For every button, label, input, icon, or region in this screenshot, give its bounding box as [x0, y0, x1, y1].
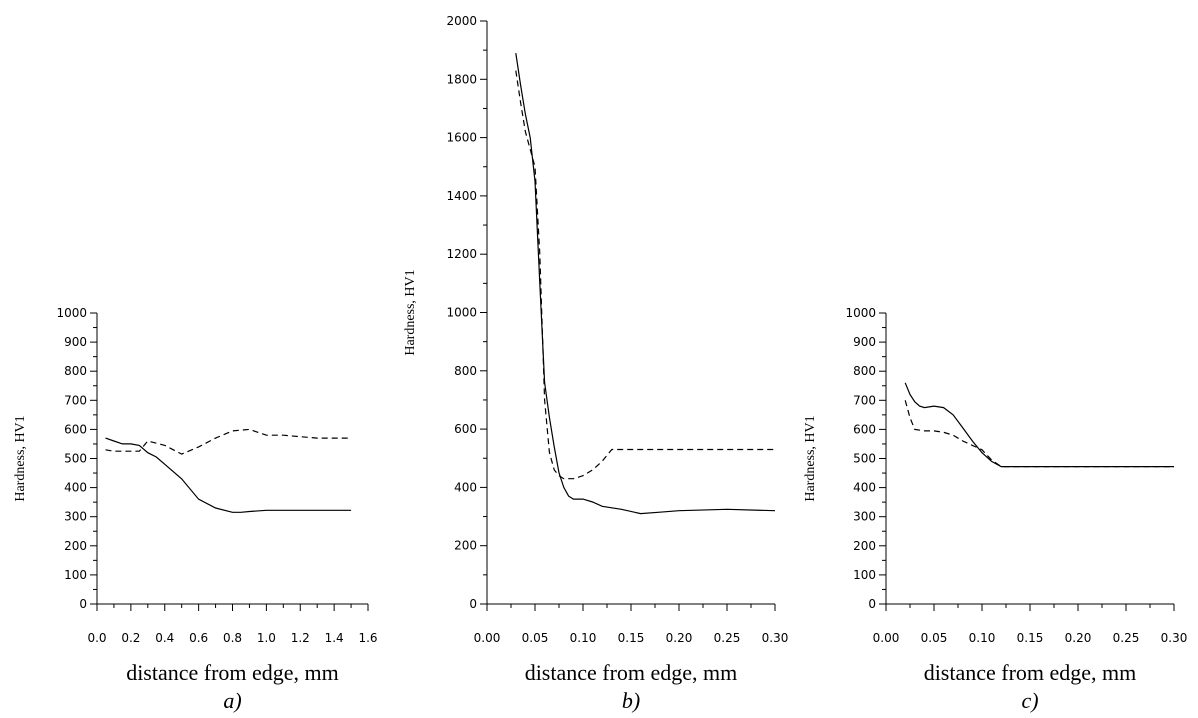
- y-tick-label: 700: [853, 393, 876, 407]
- panel-caption: a): [223, 688, 241, 713]
- y-tick-label: 1000: [845, 306, 876, 320]
- x-tick-label: 0.20: [666, 631, 693, 645]
- x-tick-label: 0.05: [522, 631, 549, 645]
- series-line-dashed: [515, 70, 775, 480]
- y-tick-label: 200: [454, 539, 477, 553]
- x-tick-label: 0.10: [570, 631, 597, 645]
- panel-caption: c): [1021, 688, 1038, 713]
- series-line-dashed: [904, 400, 1174, 468]
- y-tick-label: 300: [853, 510, 876, 524]
- y-tick-label: 200: [853, 539, 876, 553]
- x-axis-title: distance from edge, mm: [924, 660, 1137, 685]
- y-tick-label: 0: [79, 597, 87, 611]
- x-tick-label: 0.30: [762, 631, 789, 645]
- x-tick-label: 0.00: [873, 631, 900, 645]
- x-tick-label: 0.2: [121, 631, 140, 645]
- chart-panel-3: 0 100 200 300 400 500 600 700 800 900 1000 0.00 0.05…: [803, 306, 1187, 713]
- x-tick-label: 0.4: [155, 631, 174, 645]
- y-tick-label: 1000: [446, 306, 477, 320]
- y-tick-label: 400: [454, 480, 477, 494]
- x-tick-label: 0.0: [87, 631, 106, 645]
- series-line-solid: [904, 382, 1174, 468]
- y-tick-label: 1800: [446, 72, 477, 86]
- y-tick-label: 300: [64, 510, 87, 524]
- y-tick-label: 600: [454, 422, 477, 436]
- x-tick-label: 1.0: [257, 631, 276, 645]
- x-axis-title: distance from edge, mm: [525, 660, 738, 685]
- x-tick-label: 0.15: [618, 631, 645, 645]
- y-tick-label: 200: [64, 539, 87, 553]
- x-axis-title: distance from edge, mm: [126, 660, 339, 685]
- x-tick-label: 0.8: [223, 631, 242, 645]
- y-tick-label: 400: [64, 481, 87, 495]
- chart-panel-2: 0 200 400 600 800 1000 1200 1400 1600 1800 2000 0.0…: [403, 14, 788, 713]
- y-tick-label: 1400: [446, 189, 477, 203]
- x-tick-label: 1.2: [291, 631, 310, 645]
- x-tick-label: 0.6: [189, 631, 208, 645]
- x-tick-label: 1.4: [325, 631, 344, 645]
- x-tick-label: 0.25: [714, 631, 741, 645]
- y-tick-label: 900: [853, 335, 876, 349]
- x-tick-label: 1.6: [358, 631, 377, 645]
- y-tick-label: 500: [853, 452, 876, 466]
- y-axis-title: Hardness, HV1: [803, 415, 818, 501]
- y-tick-label: 700: [64, 393, 87, 407]
- x-tick-label: 0.05: [921, 631, 948, 645]
- series-line-solid: [105, 437, 352, 513]
- series-line-dashed: [105, 428, 352, 455]
- x-tick-label: 0.10: [969, 631, 996, 645]
- chart-panel-1: 0 100 200 300 400 500 600 700 800 900 1000 0.0 0.2 0.…: [13, 306, 378, 713]
- y-tick-label: 900: [64, 335, 87, 349]
- y-tick-label: 100: [853, 568, 876, 582]
- y-tick-label: 600: [64, 422, 87, 436]
- panel-caption: b): [622, 688, 640, 713]
- y-tick-label: 0: [469, 597, 477, 611]
- x-tick-label: 0.15: [1017, 631, 1044, 645]
- y-tick-label: 800: [454, 364, 477, 378]
- y-tick-label: 100: [64, 568, 87, 582]
- y-axis-title: Hardness, HV1: [403, 269, 418, 355]
- y-axis-title: Hardness, HV1: [13, 415, 28, 501]
- y-tick-label: 500: [64, 452, 87, 466]
- x-tick-label: 0.20: [1065, 631, 1092, 645]
- y-tick-label: 800: [853, 364, 876, 378]
- y-tick-label: 400: [853, 481, 876, 495]
- y-tick-label: 2000: [446, 14, 477, 28]
- x-tick-label: 0.25: [1113, 631, 1140, 645]
- y-tick-label: 1600: [446, 131, 477, 145]
- series-line-solid: [515, 53, 776, 515]
- y-tick-label: 600: [853, 422, 876, 436]
- x-tick-label: 0.00: [474, 631, 501, 645]
- y-tick-label: 800: [64, 364, 87, 378]
- y-tick-label: 1200: [446, 247, 477, 261]
- y-tick-label: 0: [868, 597, 876, 611]
- x-tick-label: 0.30: [1161, 631, 1188, 645]
- y-tick-label: 1000: [56, 306, 87, 320]
